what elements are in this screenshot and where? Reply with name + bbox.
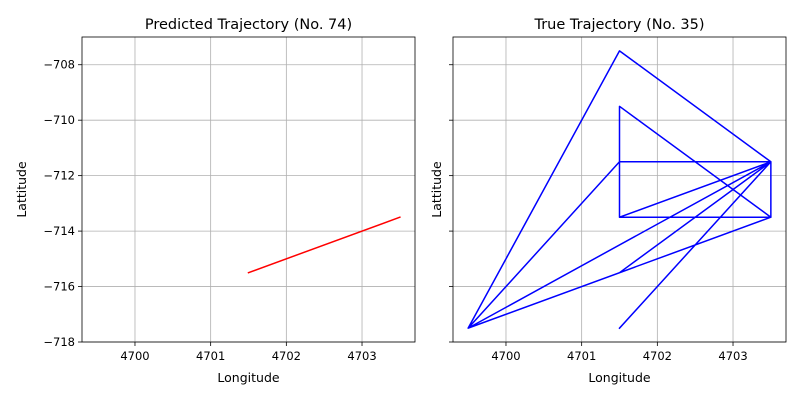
axes-frame [452,36,787,343]
x-tick-label: 4701 [196,349,225,363]
x-tick-label: 4703 [718,349,747,363]
x-tick-label: 4702 [272,349,301,363]
y-tick-label: −710 [43,113,75,127]
plot-background [82,37,415,342]
x-axis-label: Longitude [217,370,279,385]
x-tick-label: 4703 [347,349,376,363]
y-axis-label: Lattitude [14,161,29,218]
predicted-trajectory-panel: 4700 4701 4702 4703 −718 −716 −714 −712 −710 −708… [14,17,416,385]
y-tick-label: −716 [43,280,75,294]
x-tick-label: 4700 [120,349,149,363]
plot-area: 4700 4701 4702 4703 −718 −716 −714 −712 −710 −708 [43,36,416,363]
true-trajectory-panel: 4700 4701 4702 4703 True Trajectory (No. 35… [429,17,787,385]
chart-title: Predicted Trajectory (No. 74) [145,17,352,33]
x-axis-label: Longitude [588,370,650,385]
x-tick-label: 4701 [567,349,596,363]
chart-title: True Trajectory (No. 35) [533,17,704,33]
x-tick-label: 4700 [491,349,520,363]
y-tick-label: −714 [43,224,75,238]
y-tick-label: −718 [43,335,75,349]
y-tick-label: −712 [43,169,75,183]
y-tick-label: −708 [43,58,75,72]
y-axis-label: Lattitude [429,161,444,218]
x-tick-label: 4702 [643,349,672,363]
plot-area: 4700 4701 4702 4703 [449,36,787,363]
axes-frame [81,36,416,343]
series-line [247,216,401,274]
series-line [467,50,772,330]
